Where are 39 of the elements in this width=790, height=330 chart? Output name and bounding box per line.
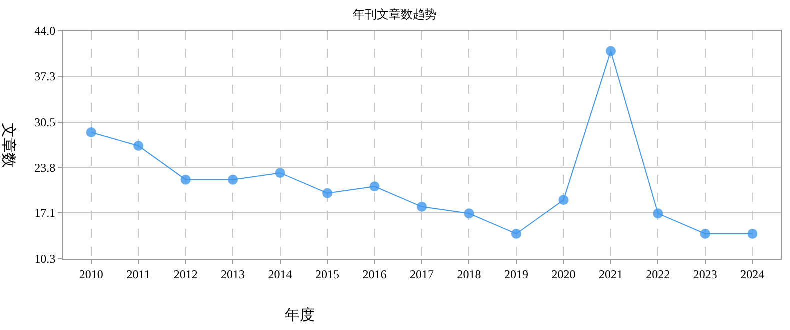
x-tick-label: 2013 (221, 267, 246, 282)
x-tick-label: 2020 (552, 267, 576, 282)
point (558, 195, 569, 206)
x-tick-label: 2021 (598, 267, 623, 282)
y-tick-label: 17.1 (34, 206, 56, 220)
y-tick-label: 37.3 (34, 70, 56, 84)
x-tick-label: 2017 (410, 267, 434, 282)
x-tick-label: 2012 (174, 267, 198, 282)
x-tick-label: 2024 (740, 267, 765, 282)
x-tick-label: 2014 (268, 267, 292, 282)
point (606, 46, 616, 56)
point (653, 208, 664, 219)
point (464, 208, 474, 219)
y-tick-label: 44.0 (34, 24, 56, 38)
point (134, 141, 144, 152)
point (86, 127, 96, 138)
point (275, 168, 286, 178)
chart-title: 年刊文章数趋势 (353, 7, 437, 22)
point (370, 182, 380, 192)
point (748, 228, 758, 239)
x-tick-label: 2016 (362, 267, 387, 282)
x-tick-label: 2010 (79, 267, 104, 282)
x-tick-label: 2018 (457, 267, 482, 282)
y-axis-title: 文章数 (0, 122, 18, 168)
point (511, 228, 522, 239)
y-tick-label: 30.5 (34, 116, 56, 130)
point (228, 174, 238, 185)
point (700, 228, 710, 239)
x-tick-label: 2011 (126, 267, 150, 282)
point (322, 188, 333, 198)
y-tick-label: 10.3 (34, 252, 56, 266)
x-tick-label: 2019 (504, 267, 528, 282)
x-tick-label: 2015 (316, 267, 340, 282)
x-axis-title: 年度 (285, 307, 315, 324)
x-tick-label: 2022 (646, 267, 670, 282)
point (417, 202, 427, 212)
y-tick-label: 23.8 (34, 160, 56, 175)
point (180, 174, 191, 185)
x-tick-label: 2023 (693, 267, 718, 282)
